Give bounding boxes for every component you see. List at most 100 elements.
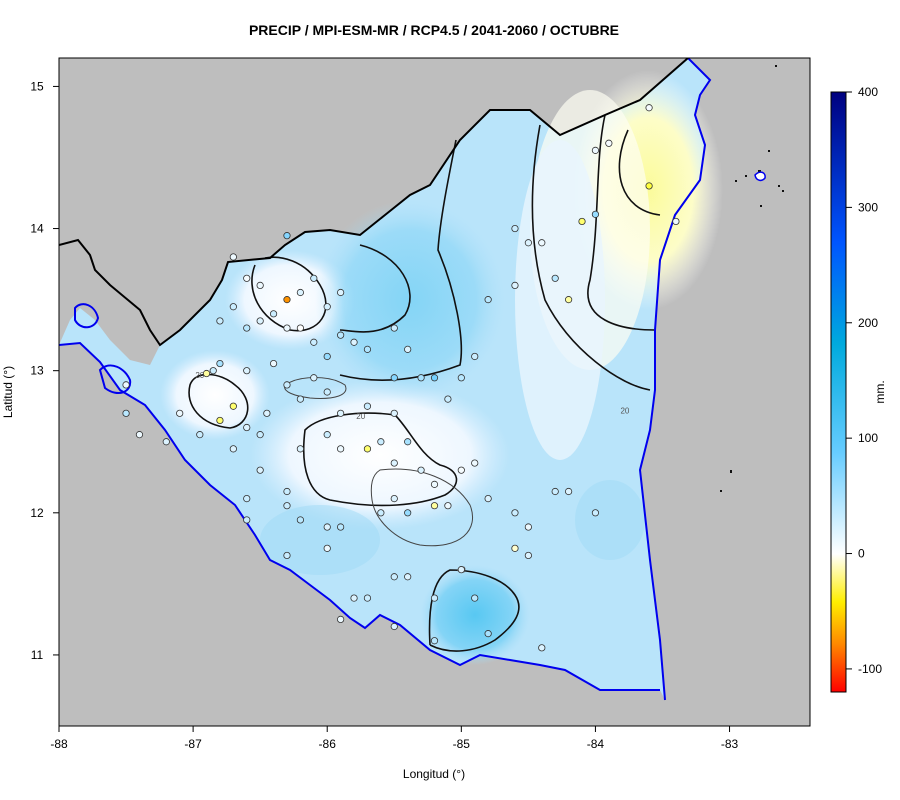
station-point [430, 637, 439, 645]
station-point [551, 274, 559, 282]
station-point [377, 509, 385, 517]
colorbar-tick-label: -100 [858, 662, 882, 676]
station-point [511, 509, 519, 517]
station-point [337, 615, 345, 624]
station-point [296, 445, 304, 453]
x-tick-label: -88 [50, 737, 68, 751]
y-axis-label: Latitud (°) [1, 366, 15, 418]
x-tick-label: -87 [184, 737, 202, 751]
station-point [283, 487, 291, 496]
station-point [484, 296, 492, 304]
station-point [390, 622, 398, 631]
station-point [524, 523, 532, 531]
station-point [337, 409, 345, 417]
station-point [337, 331, 345, 339]
station-point [296, 395, 304, 403]
station-point [310, 274, 318, 282]
y-tick-label: 11 [31, 648, 44, 662]
station-point [524, 551, 532, 560]
station-point [323, 544, 331, 552]
station-point [565, 487, 573, 496]
station-point [256, 466, 264, 474]
station-point [524, 239, 532, 247]
contour-label: 20 [195, 371, 204, 380]
station-point [672, 217, 680, 226]
colorbar-ticks: -100 0 100 200 300 400 [846, 85, 882, 676]
station-point [310, 374, 318, 382]
station-point [283, 502, 291, 510]
station-point [645, 104, 653, 112]
station-point [216, 317, 224, 325]
y-tick-label: 13 [30, 364, 44, 378]
station-point [591, 509, 600, 517]
y-tick-label: 15 [30, 79, 44, 93]
station-point [578, 217, 586, 226]
station-point [243, 423, 251, 432]
station-point [390, 374, 398, 382]
station-point [350, 594, 358, 602]
station-point [196, 431, 204, 439]
station-point [390, 409, 398, 417]
station-point [337, 288, 345, 297]
station-point [457, 466, 465, 474]
station-point [229, 253, 237, 261]
station-point [444, 502, 452, 510]
station-point [135, 431, 144, 439]
station-point [162, 438, 170, 446]
station-point [216, 359, 224, 368]
x-tick-label: -85 [453, 737, 471, 751]
station-point [296, 288, 304, 297]
station-point [122, 409, 130, 417]
station-point [511, 281, 519, 290]
station-point [471, 352, 479, 361]
station-point [417, 466, 425, 474]
station-point [591, 210, 600, 218]
station-point [538, 239, 546, 247]
station-point [390, 494, 398, 503]
station-point [209, 367, 217, 375]
station-point [538, 644, 546, 652]
island-blue [754, 171, 766, 182]
colorbar [830, 91, 847, 693]
colorbar-tick-label: 400 [858, 85, 878, 99]
station-point [404, 573, 412, 581]
station-point [323, 523, 331, 531]
station-point [404, 438, 412, 446]
plot-frame [58, 57, 811, 727]
colorbar-tick-label: 200 [858, 316, 878, 330]
station-point [229, 445, 237, 453]
station-point [323, 388, 331, 396]
station-point [323, 431, 331, 439]
station-point [565, 296, 573, 304]
islands [720, 65, 784, 492]
station-point [337, 523, 345, 531]
colorbar-tick-label: 0 [858, 547, 865, 561]
station-point [363, 402, 372, 410]
station-point [377, 438, 385, 446]
contour-label: 20 [356, 412, 365, 421]
station-point [430, 502, 439, 510]
station-point [390, 459, 398, 467]
station-point [283, 296, 291, 304]
station-point [430, 374, 439, 382]
station-point [591, 146, 600, 154]
y-tick-label: 14 [30, 222, 44, 236]
y-tick-label: 12 [30, 506, 44, 520]
station-point [229, 303, 237, 311]
station-point [216, 416, 224, 425]
station-point [283, 381, 291, 389]
station-point [323, 352, 331, 361]
station-point [363, 445, 372, 453]
coastline [59, 58, 712, 701]
station-point [430, 480, 439, 488]
station-point [363, 345, 372, 353]
station-point [350, 338, 358, 346]
station-point [390, 324, 398, 332]
station-point [243, 494, 251, 503]
station-point [269, 359, 278, 368]
station-point [283, 324, 291, 332]
station-point [417, 374, 425, 382]
station-point [243, 274, 251, 282]
station-point [605, 139, 613, 147]
x-tick-label: -84 [587, 737, 605, 751]
